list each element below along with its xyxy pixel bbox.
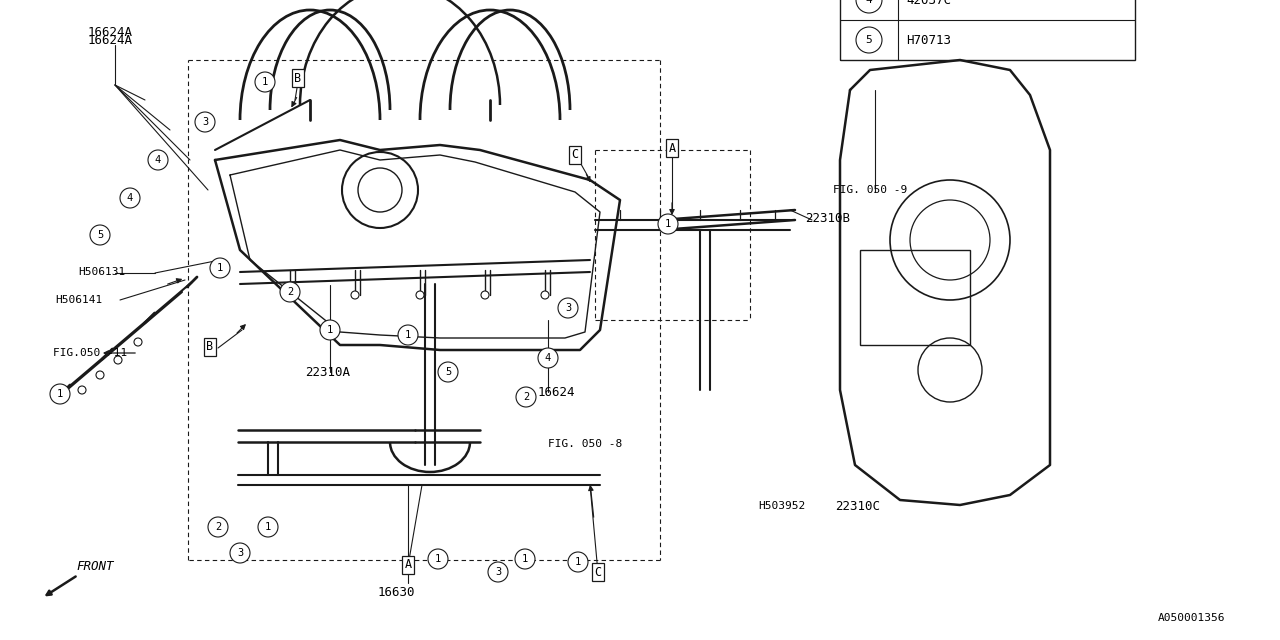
Text: H506131: H506131 (78, 267, 125, 277)
Text: 4: 4 (155, 155, 161, 165)
Text: 4: 4 (127, 193, 133, 203)
Text: 4: 4 (545, 353, 552, 363)
Circle shape (416, 291, 424, 299)
Circle shape (558, 298, 579, 318)
Text: 1: 1 (265, 522, 271, 532)
Circle shape (50, 384, 70, 404)
Text: FIG.050 -11: FIG.050 -11 (52, 348, 127, 358)
Circle shape (515, 549, 535, 569)
Text: FRONT: FRONT (76, 559, 114, 573)
Circle shape (255, 72, 275, 92)
Text: 2: 2 (522, 392, 529, 402)
Bar (840, 0, 1135, 60)
Circle shape (96, 371, 104, 379)
Text: 5: 5 (445, 367, 451, 377)
Circle shape (207, 517, 228, 537)
Circle shape (428, 549, 448, 569)
Circle shape (195, 112, 215, 132)
Circle shape (210, 258, 230, 278)
Circle shape (398, 325, 419, 345)
Text: 16624A: 16624A (88, 33, 133, 47)
Text: A: A (668, 141, 676, 154)
Circle shape (516, 387, 536, 407)
Text: FIG. 050 -9: FIG. 050 -9 (833, 185, 908, 195)
Text: 1: 1 (522, 554, 529, 564)
Text: A: A (404, 559, 412, 572)
Circle shape (351, 291, 358, 299)
Circle shape (120, 188, 140, 208)
Text: 22310B: 22310B (805, 211, 850, 225)
Circle shape (148, 150, 168, 170)
Text: 22310C: 22310C (835, 499, 881, 513)
Circle shape (78, 386, 86, 394)
Text: 1: 1 (575, 557, 581, 567)
Text: 3: 3 (202, 117, 209, 127)
Circle shape (488, 562, 508, 582)
Text: 22310A: 22310A (305, 365, 349, 378)
Text: 5: 5 (97, 230, 104, 240)
Circle shape (230, 543, 250, 563)
Text: 5: 5 (865, 35, 873, 45)
Text: H506141: H506141 (55, 295, 102, 305)
Text: 1: 1 (664, 219, 671, 229)
Text: FIG. 050 -8: FIG. 050 -8 (548, 439, 622, 449)
Circle shape (541, 291, 549, 299)
Text: 3: 3 (495, 567, 502, 577)
Circle shape (568, 552, 588, 572)
Text: 1: 1 (56, 389, 63, 399)
Text: B: B (294, 72, 302, 84)
Bar (860, 250, 970, 345)
Text: C: C (571, 148, 579, 161)
Text: 1: 1 (216, 263, 223, 273)
Text: 2: 2 (287, 287, 293, 297)
Circle shape (481, 291, 489, 299)
Text: 3: 3 (564, 303, 571, 313)
Text: 16624: 16624 (538, 385, 576, 399)
Circle shape (90, 225, 110, 245)
Text: 16624A: 16624A (88, 26, 133, 38)
Text: A050001356: A050001356 (1158, 613, 1225, 623)
Text: 3: 3 (237, 548, 243, 558)
Circle shape (285, 291, 294, 299)
Text: 1: 1 (326, 325, 333, 335)
Circle shape (280, 282, 300, 302)
Text: H70713: H70713 (906, 33, 951, 47)
Text: B: B (206, 340, 214, 353)
Circle shape (658, 214, 678, 234)
Text: 1: 1 (404, 330, 411, 340)
Circle shape (134, 338, 142, 346)
Circle shape (856, 27, 882, 53)
Text: H503952: H503952 (758, 501, 805, 511)
Circle shape (320, 320, 340, 340)
Text: 4: 4 (865, 0, 873, 5)
Circle shape (538, 348, 558, 368)
Circle shape (259, 517, 278, 537)
Text: 1: 1 (435, 554, 442, 564)
Text: C: C (594, 566, 602, 579)
Text: 16630: 16630 (378, 586, 416, 598)
Text: 42037C: 42037C (906, 0, 951, 6)
Circle shape (114, 356, 122, 364)
Circle shape (438, 362, 458, 382)
Text: 1: 1 (262, 77, 268, 87)
Circle shape (856, 0, 882, 13)
Text: 2: 2 (215, 522, 221, 532)
